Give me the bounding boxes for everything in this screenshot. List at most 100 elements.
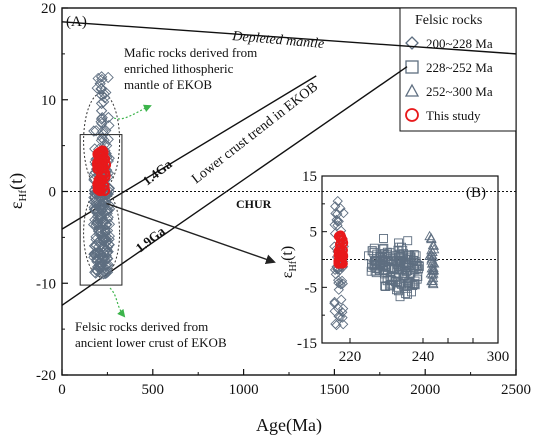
legend-square-label: 228~252 Ma [426, 60, 493, 75]
data-point-diamond [98, 268, 110, 280]
inset-x-tick-label: 300 [487, 349, 510, 365]
inset-point-diamond [333, 275, 344, 286]
data-point-diamond [94, 256, 107, 269]
legend-item-diamond: 200~228 Ma [405, 36, 493, 51]
inset-point-diamond [335, 279, 346, 290]
mafic-ellipse [83, 92, 121, 190]
inset-point-triangle [426, 275, 437, 286]
inset-point-diamond [337, 312, 348, 323]
inset-point-square [390, 263, 400, 273]
data-point-diamond [101, 243, 113, 256]
inset-point-diamond [332, 195, 343, 207]
inset-point-this-study [334, 258, 345, 269]
inset-point-triangle [425, 232, 437, 243]
data-point-diamond [95, 113, 108, 125]
data-point-diamond [102, 252, 114, 265]
mafic-annotation-line2: enriched lithospheric [124, 61, 234, 76]
data-point-this-study [92, 163, 104, 175]
svg-text:εHf(t): εHf(t) [279, 246, 299, 278]
inset-x-tick-label: 220 [339, 349, 362, 365]
y-tick-label: 20 [41, 1, 56, 17]
data-point-diamond [102, 246, 114, 258]
y-tick-label: -20 [36, 368, 56, 384]
data-point-diamond [103, 119, 115, 132]
data-point-diamond [92, 72, 104, 85]
inset-point-square [403, 236, 413, 246]
legend-triangle-marker [404, 83, 420, 97]
mafic-annotation-line1: Mafic rocks derived from [124, 45, 257, 60]
inset-point-square [410, 276, 420, 286]
line-19ga [61, 66, 408, 306]
data-point-diamond [98, 233, 111, 246]
data-point-diamond [102, 71, 114, 84]
inset-point-square [386, 281, 396, 291]
inset-point-square [402, 257, 412, 267]
data-point-diamond [100, 230, 112, 242]
inset-y-tick-label: -15 [297, 336, 317, 352]
legend-item-circle: This study [405, 108, 481, 123]
line-19ga-label: 1.9Ga [133, 223, 169, 255]
inset-point-triangle [427, 246, 438, 257]
inset-point-square [414, 264, 424, 274]
inset-point-square [397, 255, 407, 265]
inset-point-diamond [329, 219, 340, 230]
data-point-diamond [89, 204, 101, 216]
legend-triangle-label: 252~300 Ma [426, 84, 493, 99]
inset-b-y-axis-title: εHf(t) [279, 246, 299, 278]
svg-text:εHf(t): εHf(t) [6, 173, 29, 209]
inset-point-diamond [333, 216, 344, 227]
inset-point-square [409, 279, 419, 289]
felsic-green-arrow [109, 287, 126, 318]
inset-point-triangle [428, 268, 439, 278]
inset-point-triangle [428, 262, 439, 272]
x-axis-title: Age(Ma) [256, 415, 322, 436]
inset-point-diamond [329, 306, 340, 317]
data-point-diamond [90, 239, 102, 251]
inset-point-diamond [335, 203, 346, 214]
data-point-diamond [102, 111, 114, 124]
data-point-diamond [96, 111, 108, 124]
y-tick-label: 10 [41, 93, 56, 109]
x-tick-label: 2000 [410, 382, 440, 398]
inset-point-diamond [330, 208, 341, 219]
x-tick-label: 1500 [319, 382, 349, 398]
inset-point-diamond [336, 294, 347, 305]
inset-point-square [395, 292, 405, 302]
inset-point-this-study [335, 230, 346, 241]
inset-point-diamond [330, 201, 341, 212]
inset-arrow [106, 202, 276, 265]
inset-point-triangle [426, 255, 437, 265]
data-point-diamond [92, 214, 104, 226]
felsic-annotation-line1: Felsic rocks derived from [75, 319, 208, 334]
inset-point-square [371, 268, 381, 278]
data-point-diamond [89, 266, 101, 278]
x-tick-label: 0 [58, 382, 66, 398]
data-point-diamond [96, 117, 108, 130]
data-point-diamond [92, 199, 104, 212]
inset-point-square [379, 234, 388, 243]
inset-point-diamond [336, 275, 348, 286]
data-point-diamond [94, 77, 106, 90]
chur-label: CHUR [236, 197, 272, 211]
panel-a-label: (A) [66, 14, 87, 30]
inset-point-square [367, 246, 377, 256]
data-point-diamond [97, 128, 110, 140]
data-point-this-study [94, 174, 106, 186]
data-point-diamond [88, 251, 100, 264]
chart-marks: 0 500 1000 1500 2000 2500 -20 -10 0 10 20 220 240 300… [36, 1, 531, 398]
mafic-annotation-line3: mantle of EKOB [124, 77, 212, 92]
legend-diamond-marker [405, 36, 419, 50]
inset-point-diamond [330, 318, 341, 330]
panel-b-label: (B) [466, 185, 486, 201]
data-point-diamond [88, 125, 100, 137]
x-tick-label: 500 [142, 382, 165, 398]
data-point-diamond [95, 211, 108, 223]
data-point-diamond [89, 240, 102, 253]
data-point-this-study [94, 184, 106, 197]
inset-x-tick-label: 240 [412, 349, 435, 365]
inset-point-square [380, 274, 390, 284]
inset-y-tick-label: 15 [302, 169, 317, 185]
data-point-diamond [91, 247, 103, 259]
inset-y-tick-label: -5 [305, 280, 318, 296]
